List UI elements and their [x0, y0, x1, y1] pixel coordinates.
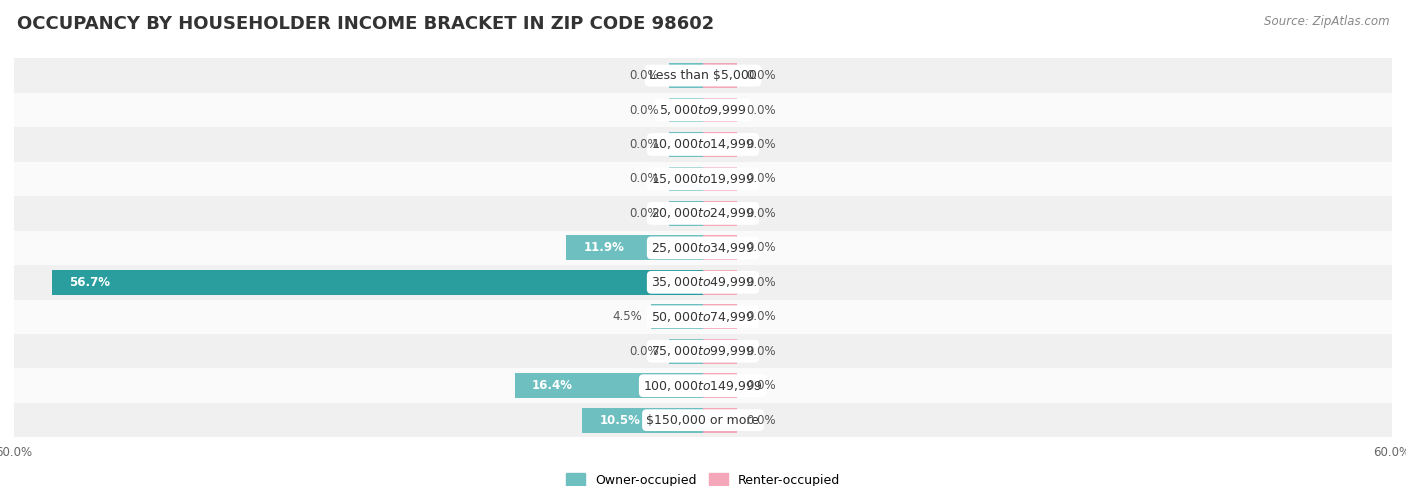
Text: 0.0%: 0.0%	[747, 138, 776, 151]
Bar	[669, 63, 703, 88]
Bar	[515, 373, 703, 398]
Bar	[14, 334, 1392, 368]
Bar	[14, 231, 1392, 265]
Bar	[703, 98, 738, 122]
Bar	[14, 265, 1392, 299]
Text: 0.0%: 0.0%	[747, 104, 776, 117]
Text: 0.0%: 0.0%	[747, 379, 776, 392]
Bar	[669, 167, 703, 191]
Bar	[14, 93, 1392, 127]
Bar	[703, 408, 738, 433]
Bar	[14, 58, 1392, 93]
Text: 0.0%: 0.0%	[747, 414, 776, 427]
Text: 0.0%: 0.0%	[747, 242, 776, 254]
Bar	[14, 299, 1392, 334]
Text: 0.0%: 0.0%	[630, 207, 659, 220]
Text: $10,000 to $14,999: $10,000 to $14,999	[651, 138, 755, 152]
Bar	[669, 98, 703, 122]
Text: 11.9%: 11.9%	[583, 242, 624, 254]
Text: 4.5%: 4.5%	[613, 310, 643, 323]
Bar	[703, 63, 738, 88]
Text: 10.5%: 10.5%	[599, 414, 641, 427]
Bar	[14, 127, 1392, 162]
Bar	[703, 201, 738, 226]
Bar	[669, 132, 703, 157]
Text: $25,000 to $34,999: $25,000 to $34,999	[651, 241, 755, 255]
Bar	[669, 339, 703, 364]
Text: 0.0%: 0.0%	[747, 276, 776, 289]
Text: $15,000 to $19,999: $15,000 to $19,999	[651, 172, 755, 186]
Text: 0.0%: 0.0%	[747, 345, 776, 358]
Text: OCCUPANCY BY HOUSEHOLDER INCOME BRACKET IN ZIP CODE 98602: OCCUPANCY BY HOUSEHOLDER INCOME BRACKET …	[17, 15, 714, 33]
Bar	[582, 408, 703, 433]
Bar	[703, 339, 738, 364]
Text: 0.0%: 0.0%	[747, 69, 776, 82]
Text: 0.0%: 0.0%	[747, 173, 776, 186]
Bar	[703, 270, 738, 295]
Bar	[52, 270, 703, 295]
Text: $150,000 or more: $150,000 or more	[647, 414, 759, 427]
Text: $75,000 to $99,999: $75,000 to $99,999	[651, 344, 755, 358]
Text: $35,000 to $49,999: $35,000 to $49,999	[651, 276, 755, 289]
Bar	[14, 196, 1392, 231]
Text: Less than $5,000: Less than $5,000	[650, 69, 756, 82]
Bar	[703, 304, 738, 329]
Text: 0.0%: 0.0%	[630, 104, 659, 117]
Bar	[703, 373, 738, 398]
Bar	[703, 167, 738, 191]
Text: $50,000 to $74,999: $50,000 to $74,999	[651, 310, 755, 324]
Text: 0.0%: 0.0%	[747, 310, 776, 323]
Text: $100,000 to $149,999: $100,000 to $149,999	[644, 379, 762, 393]
Bar	[567, 235, 703, 260]
Text: $20,000 to $24,999: $20,000 to $24,999	[651, 207, 755, 220]
Text: $5,000 to $9,999: $5,000 to $9,999	[659, 103, 747, 117]
Bar	[703, 132, 738, 157]
Text: Source: ZipAtlas.com: Source: ZipAtlas.com	[1264, 15, 1389, 28]
Bar	[703, 235, 738, 260]
Bar	[669, 201, 703, 226]
Legend: Owner-occupied, Renter-occupied: Owner-occupied, Renter-occupied	[561, 468, 845, 486]
Text: 16.4%: 16.4%	[531, 379, 572, 392]
Bar	[651, 304, 703, 329]
Bar	[14, 403, 1392, 437]
Text: 0.0%: 0.0%	[630, 345, 659, 358]
Text: 0.0%: 0.0%	[630, 138, 659, 151]
Text: 0.0%: 0.0%	[630, 173, 659, 186]
Text: 56.7%: 56.7%	[69, 276, 110, 289]
Bar	[14, 368, 1392, 403]
Text: 0.0%: 0.0%	[630, 69, 659, 82]
Bar	[14, 162, 1392, 196]
Text: 0.0%: 0.0%	[747, 207, 776, 220]
